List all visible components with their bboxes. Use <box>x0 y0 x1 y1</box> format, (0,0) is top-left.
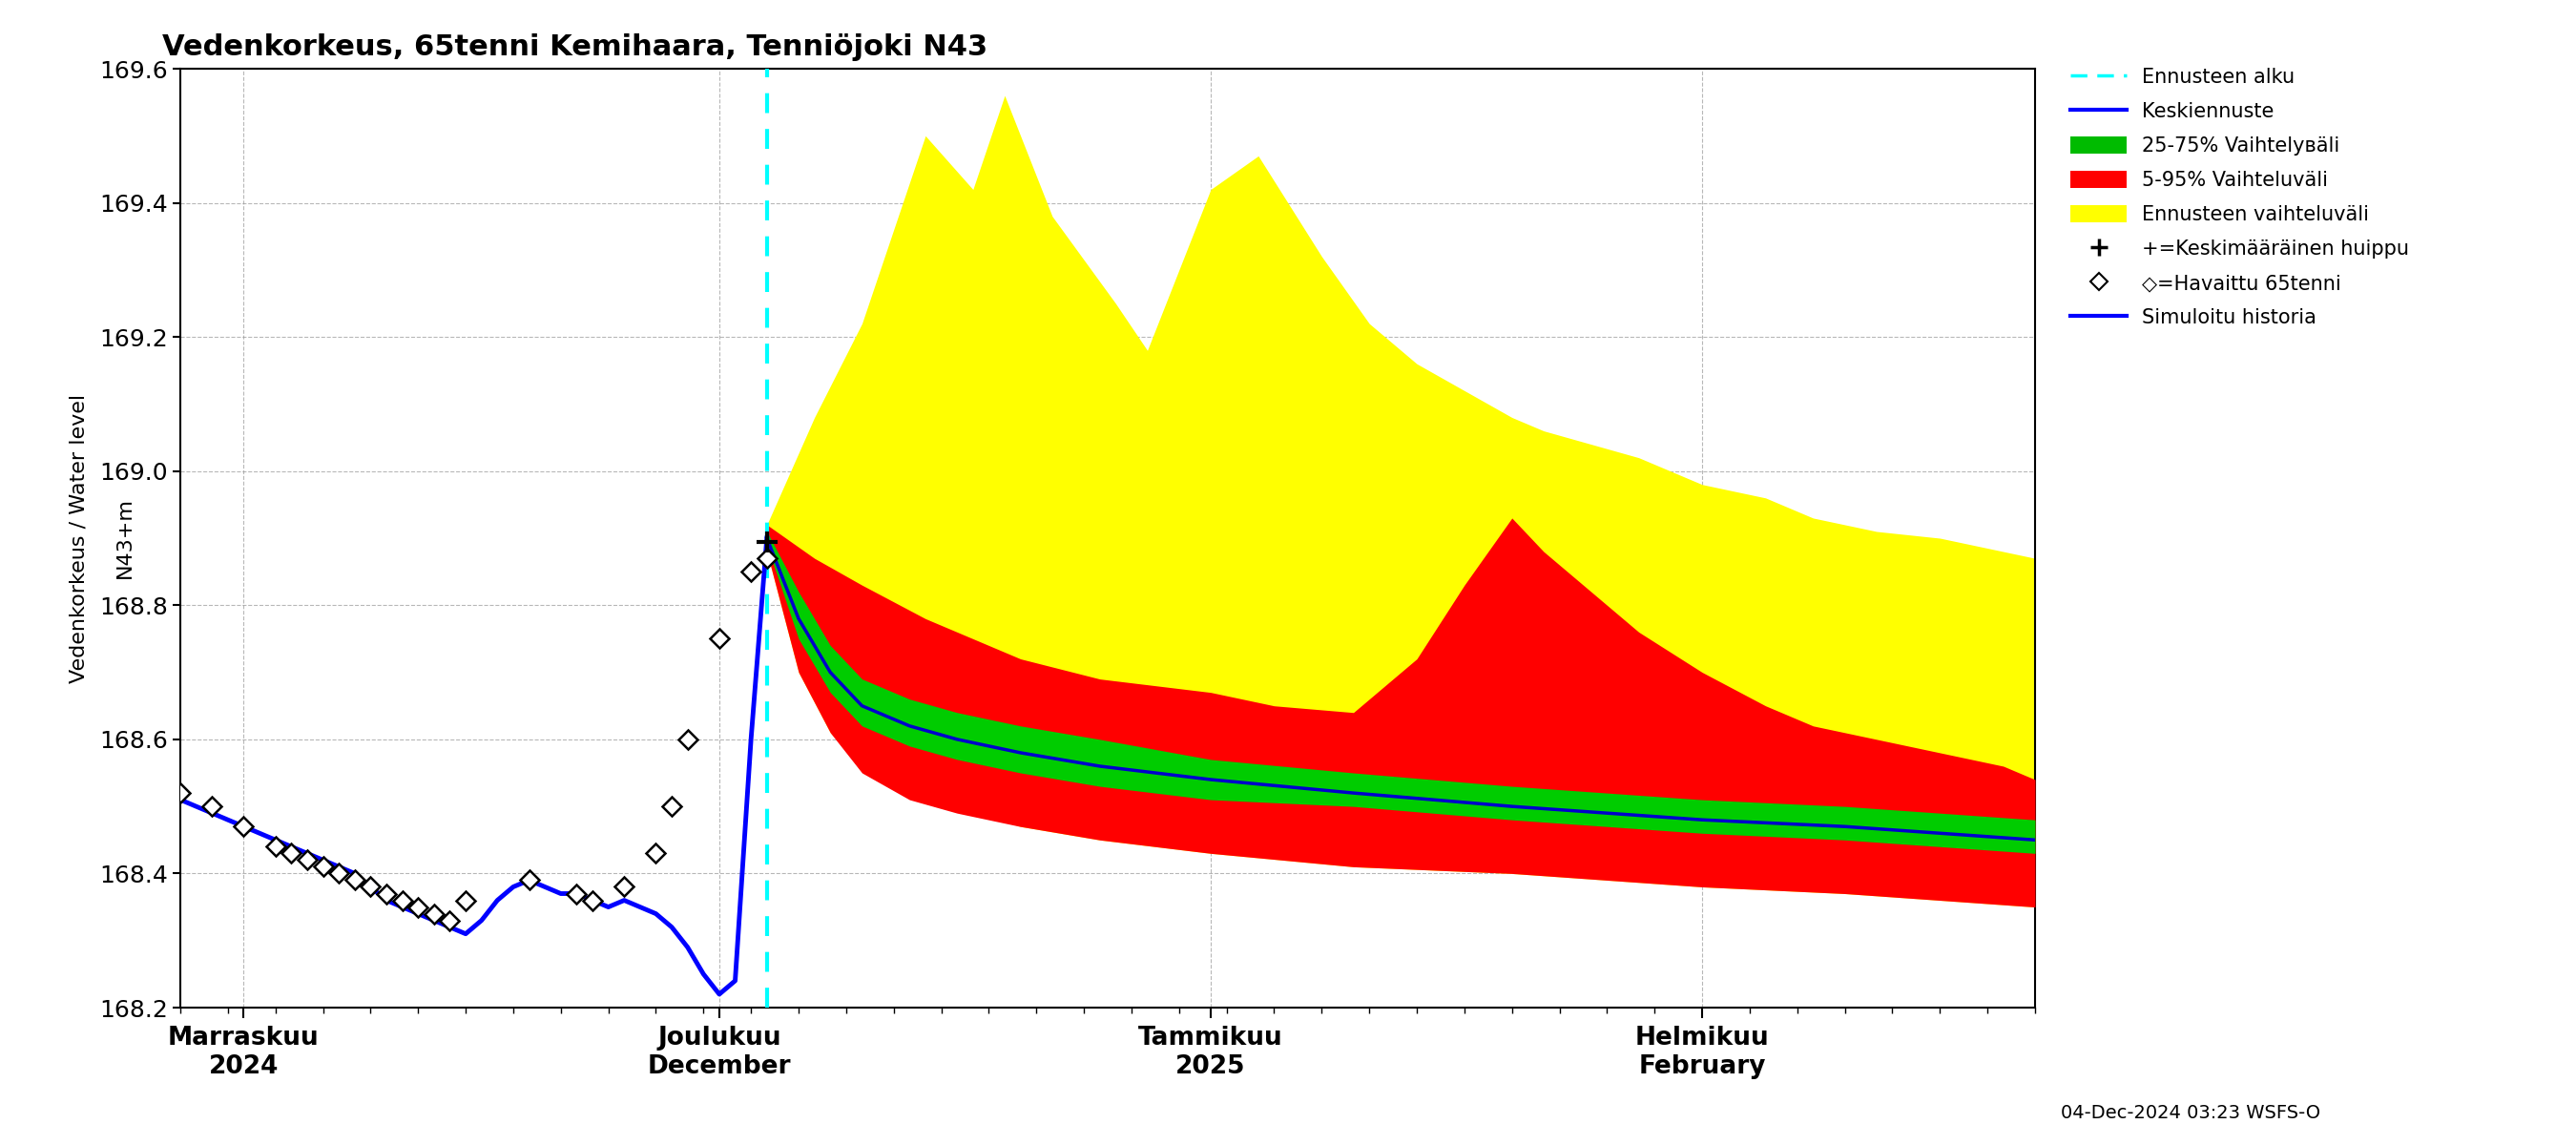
Text: N43+m: N43+m <box>116 498 134 578</box>
Text: Vedenkorkeus / Water level: Vedenkorkeus / Water level <box>70 394 88 682</box>
Legend: Ennusteen alku, Keskiennuste, 25-75% Vaihtelувäli, 5-95% Vaihteluväli, Ennusteen: Ennusteen alku, Keskiennuste, 25-75% Vai… <box>2071 68 2409 327</box>
Text: Vedenkorkeus, 65tenni Kemihaara, Tenniöjoki N43: Vedenkorkeus, 65tenni Kemihaara, Tenniöj… <box>162 33 987 61</box>
Text: 04-Dec-2024 03:23 WSFS-O: 04-Dec-2024 03:23 WSFS-O <box>2061 1104 2321 1122</box>
